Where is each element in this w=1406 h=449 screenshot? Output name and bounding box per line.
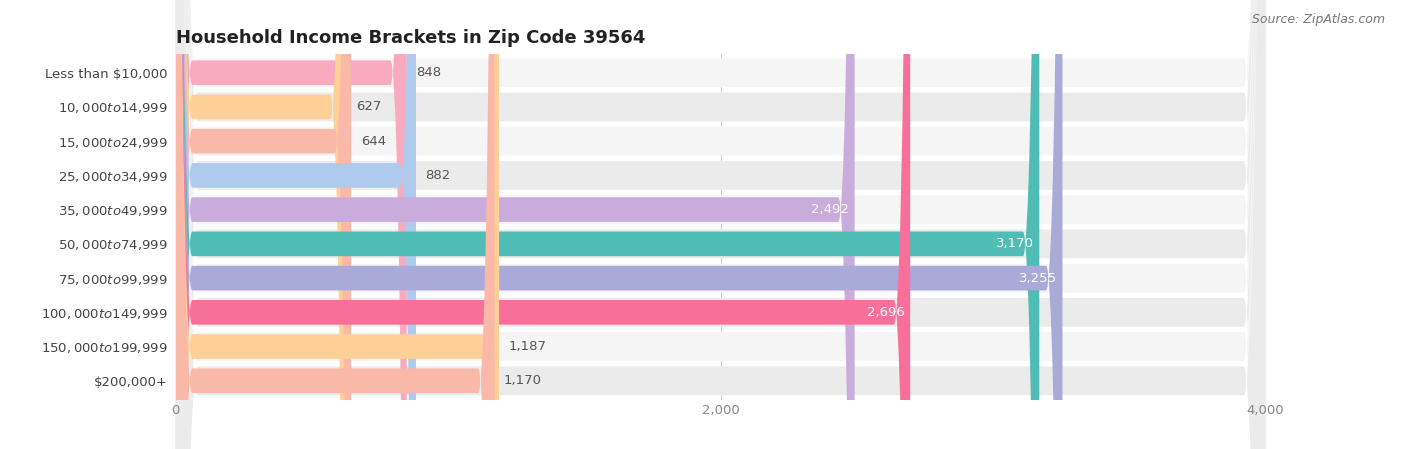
FancyBboxPatch shape [176,0,352,449]
FancyBboxPatch shape [176,0,1265,449]
FancyBboxPatch shape [176,0,1265,449]
FancyBboxPatch shape [176,0,1265,449]
FancyBboxPatch shape [176,0,1265,449]
FancyBboxPatch shape [176,0,1265,449]
FancyBboxPatch shape [176,0,495,449]
Text: 3,255: 3,255 [1019,272,1057,285]
Text: Household Income Brackets in Zip Code 39564: Household Income Brackets in Zip Code 39… [176,29,645,47]
FancyBboxPatch shape [176,0,855,449]
Text: 3,170: 3,170 [995,238,1033,251]
FancyBboxPatch shape [176,0,416,449]
FancyBboxPatch shape [176,0,1265,449]
FancyBboxPatch shape [176,0,346,449]
FancyBboxPatch shape [176,0,1265,449]
Text: 644: 644 [361,135,385,148]
FancyBboxPatch shape [176,0,1265,449]
Text: 882: 882 [426,169,451,182]
Text: 1,170: 1,170 [503,374,541,387]
Text: Source: ZipAtlas.com: Source: ZipAtlas.com [1251,13,1385,26]
FancyBboxPatch shape [176,0,499,449]
FancyBboxPatch shape [176,0,406,449]
Text: 2,696: 2,696 [868,306,904,319]
Text: 1,187: 1,187 [509,340,547,353]
Text: 2,492: 2,492 [811,203,849,216]
Text: 848: 848 [416,66,441,79]
FancyBboxPatch shape [176,0,910,449]
Text: 627: 627 [356,101,381,114]
FancyBboxPatch shape [176,0,1265,449]
FancyBboxPatch shape [176,0,1265,449]
FancyBboxPatch shape [176,0,1039,449]
FancyBboxPatch shape [176,0,1063,449]
